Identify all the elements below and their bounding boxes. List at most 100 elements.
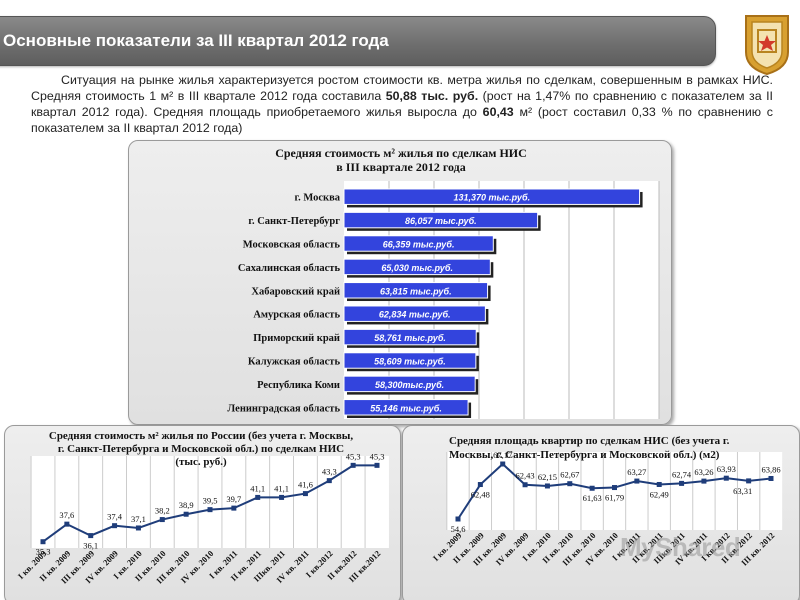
price-point xyxy=(326,478,332,484)
price-value-label: 36,1 xyxy=(83,541,98,551)
bar-category-label: Ленинградская область xyxy=(227,403,340,414)
bar-category-label: Амурская область xyxy=(253,310,340,321)
area-value-label: 62,15 xyxy=(538,472,557,482)
price-point xyxy=(231,505,237,511)
price-value-label: 39,5 xyxy=(203,496,218,506)
price-value-label: 38,2 xyxy=(155,506,170,516)
intro-area-value: 60,43 xyxy=(482,105,514,119)
bar-value-label: 58,761 тыс.руб. xyxy=(374,333,446,343)
area-line-chart-panel: Средняя площадь квартир по сделкам НИС (… xyxy=(402,425,800,600)
price-value-label: 45,3 xyxy=(346,451,361,461)
area-chart-title-line2: Москвы, г. Санкт-Петербурга и Московской… xyxy=(449,449,720,461)
price-value-label: 39,7 xyxy=(226,494,241,504)
area-point xyxy=(544,483,550,489)
area-point xyxy=(634,478,640,484)
bar-category-label: Калужская область xyxy=(248,357,341,368)
area-value-label: 62,74 xyxy=(672,469,692,479)
bar xyxy=(343,282,489,299)
bar xyxy=(343,258,491,276)
price-value-label: 37,1 xyxy=(131,514,146,524)
intro-paragraph: Ситуация на рынке жилья характеризуется … xyxy=(31,72,773,136)
price-chart-title-line3: (тыс. руб.) xyxy=(175,456,227,468)
price-value-label: 37,4 xyxy=(107,512,123,522)
area-point xyxy=(455,516,461,522)
bar-category-label: Московская область xyxy=(243,240,341,251)
area-value-label: 54,6 xyxy=(451,524,466,534)
bar-category-label: Приморский край xyxy=(253,333,340,344)
price-point xyxy=(159,517,165,523)
bar-chart: г. Москва 131,370 тыс.руб. г. Санкт-Петерб… xyxy=(227,181,660,419)
bar-value-label: 58,609 тыс.руб. xyxy=(374,357,446,367)
intro-text-3: м² (рост составил 0,33 % по сравнению с … xyxy=(31,105,773,135)
price-point xyxy=(88,533,94,539)
bar-category-label: Сахалинская область xyxy=(238,263,341,274)
price-line-chart-panel: Средняя стоимость м² жилья по России (бе… xyxy=(4,425,401,600)
price-point xyxy=(64,521,70,527)
bar-value-label: 62,834 тыс.руб. xyxy=(379,310,451,320)
area-point xyxy=(589,485,595,491)
price-point xyxy=(302,491,308,497)
bar-chart-title: Средняя стоимость м² жилья по сделкам НИ… xyxy=(129,146,671,174)
area-point xyxy=(477,482,483,488)
intro-text-1: Ситуация на рынке жилья характеризуется … xyxy=(31,73,773,103)
price-chart-title: Средняя стоимость м² жилья по России (бе… xyxy=(11,430,391,469)
bar-value-label: 66,359 тыс.руб. xyxy=(383,240,455,250)
area-point xyxy=(701,478,707,484)
price-point xyxy=(135,525,141,531)
area-point xyxy=(567,481,573,487)
price-plot-area xyxy=(31,456,389,548)
price-point xyxy=(279,494,285,500)
area-value-label: 63,86 xyxy=(761,464,780,474)
bar xyxy=(343,188,641,205)
area-value-label: 62,49 xyxy=(650,489,669,499)
bar-value-label: 63,815 тыс.руб. xyxy=(380,286,452,296)
price-point xyxy=(112,523,118,529)
bar-category-label: Хабаровский край xyxy=(251,286,340,297)
area-point xyxy=(723,475,729,481)
area-point xyxy=(656,481,662,487)
bar-value-label: 131,370 тыс.руб. xyxy=(453,193,530,203)
price-chart-title-line2: г. Санкт-Петербурга и Московской обл.) п… xyxy=(57,443,345,455)
price-value-label: 41,1 xyxy=(250,483,265,493)
bar-category-label: г. Санкт-Петербург xyxy=(248,216,340,227)
price-value-label: 38,9 xyxy=(179,500,194,510)
intro-price-value: 50,88 тыс. руб. xyxy=(385,89,479,103)
page-title-bar: Основные показатели за III квартал 2012 … xyxy=(0,16,716,66)
price-point xyxy=(374,462,380,468)
area-chart-title-line1: Средняя площадь квартир по сделкам НИС (… xyxy=(449,435,730,447)
bar xyxy=(343,399,469,416)
area-value-label: 61,79 xyxy=(605,493,624,503)
area-value-label: 62,48 xyxy=(471,490,490,500)
area-value-label: 62,43 xyxy=(516,471,535,481)
price-value-label: 41,1 xyxy=(274,483,289,493)
bar-chart-panel: Средняя стоимость м² жилья по сделкам НИ… xyxy=(128,140,672,425)
bar-value-label: 86,057 тыс.руб. xyxy=(405,216,477,226)
price-point xyxy=(183,511,189,517)
bar xyxy=(343,305,486,322)
page-title: Основные показатели за III квартал 2012 … xyxy=(3,31,389,50)
area-chart-title: Средняя площадь квартир по сделкам НИС (… xyxy=(409,434,749,462)
area-value-label: 61,63 xyxy=(583,493,602,503)
bar-category-label: г. Москва xyxy=(295,193,341,204)
price-point xyxy=(255,494,261,500)
area-point xyxy=(679,480,685,486)
price-value-label: 43,3 xyxy=(322,467,337,477)
bar-chart-title-line1: Средняя стоимость м² жилья по сделкам НИ… xyxy=(275,146,527,160)
price-line-chart: 35,3 37,6 36,1 37,4 37,1 38,2 38,9 39,5 39,7 41,1… xyxy=(16,451,389,586)
area-point xyxy=(612,485,617,491)
price-value-label: 35,3 xyxy=(36,547,51,557)
area-point xyxy=(768,475,774,481)
bar-value-label: 55,146 тыс.руб. xyxy=(370,403,442,413)
price-value-label: 45,3 xyxy=(370,451,385,461)
emblem-logo xyxy=(745,15,789,76)
bar-category-label: Республика Коми xyxy=(257,380,340,391)
price-value-label: 41,6 xyxy=(298,480,313,490)
intro-text-2: (рост на 1,47% по сравнению с показателе… xyxy=(31,89,773,119)
bar-chart-title-line2: в III квартале 2012 года xyxy=(336,160,466,174)
area-line-chart: 54,6 62,48 67,17 62,43 62,15 62,67 61,63 61,79 6… xyxy=(431,450,783,568)
bar xyxy=(343,235,494,252)
bar xyxy=(343,352,477,369)
area-point xyxy=(522,482,528,488)
price-point xyxy=(350,462,356,468)
area-value-label: 63,93 xyxy=(717,464,736,474)
